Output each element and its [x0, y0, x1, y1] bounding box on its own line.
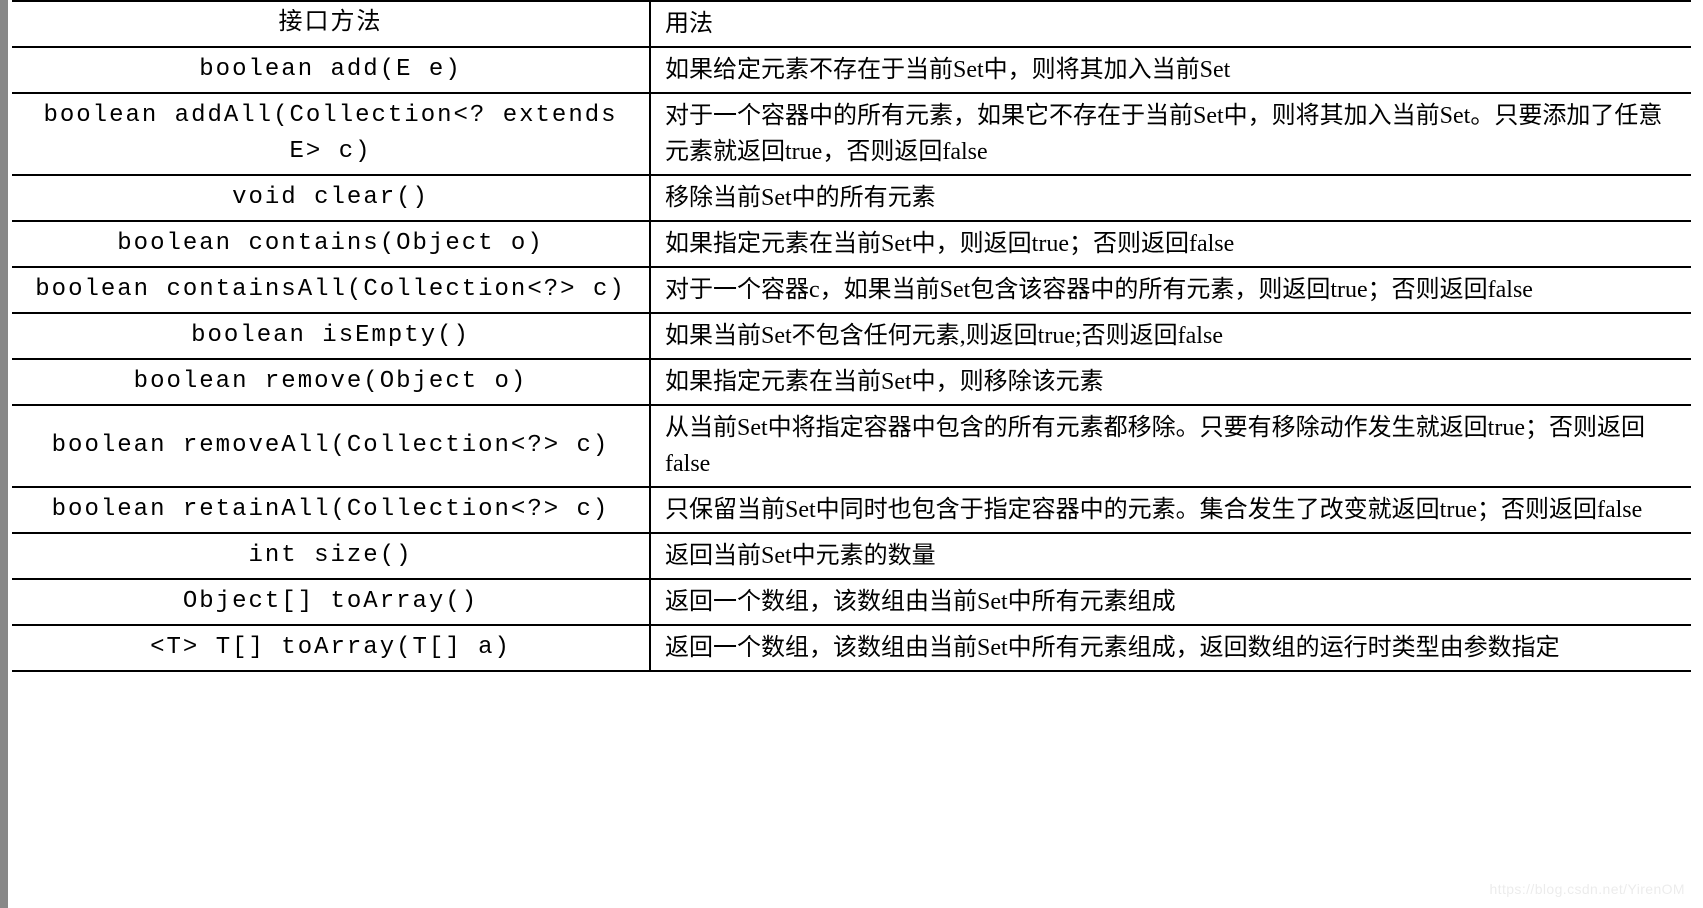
method-cell: int size() [12, 533, 650, 579]
desc-cell: 移除当前Set中的所有元素 [650, 175, 1691, 221]
method-cell: boolean addAll(Collection<? extends E> c… [12, 93, 650, 175]
table-row: boolean addAll(Collection<? extends E> c… [12, 93, 1691, 175]
table-row: Object[] toArray() 返回一个数组，该数组由当前Set中所有元素… [12, 579, 1691, 625]
method-cell: boolean retainAll(Collection<?> c) [12, 487, 650, 533]
method-cell: void clear() [12, 175, 650, 221]
method-cell: boolean contains(Object o) [12, 221, 650, 267]
desc-cell: 如果指定元素在当前Set中，则返回true；否则返回false [650, 221, 1691, 267]
table-row: boolean isEmpty() 如果当前Set不包含任何元素,则返回true… [12, 313, 1691, 359]
table-row: 接口方法 用法 [12, 1, 1691, 47]
table-row: <T> T[] toArray(T[] a) 返回一个数组，该数组由当前Set中… [12, 625, 1691, 671]
document-page: 接口方法 用法 boolean add(E e) 如果给定元素不存在于当前Set… [0, 0, 1703, 672]
desc-cell: 对于一个容器c，如果当前Set包含该容器中的所有元素，则返回true；否则返回f… [650, 267, 1691, 313]
method-cell: boolean add(E e) [12, 47, 650, 93]
method-cell: boolean removeAll(Collection<?> c) [12, 405, 650, 487]
desc-cell: 返回当前Set中元素的数量 [650, 533, 1691, 579]
desc-cell: 如果给定元素不存在于当前Set中，则将其加入当前Set [650, 47, 1691, 93]
api-table-body: 接口方法 用法 boolean add(E e) 如果给定元素不存在于当前Set… [12, 1, 1691, 671]
desc-cell: 如果指定元素在当前Set中，则移除该元素 [650, 359, 1691, 405]
method-cell: boolean remove(Object o) [12, 359, 650, 405]
desc-cell: 如果当前Set不包含任何元素,则返回true;否则返回false [650, 313, 1691, 359]
method-cell: boolean isEmpty() [12, 313, 650, 359]
desc-cell: 返回一个数组，该数组由当前Set中所有元素组成 [650, 579, 1691, 625]
table-row: boolean retainAll(Collection<?> c) 只保留当前… [12, 487, 1691, 533]
watermark-text: https://blog.csdn.net/YirenOM [1489, 879, 1685, 900]
left-scrollbar-shadow [0, 0, 8, 908]
api-table: 接口方法 用法 boolean add(E e) 如果给定元素不存在于当前Set… [12, 0, 1691, 672]
desc-cell: 对于一个容器中的所有元素，如果它不存在于当前Set中，则将其加入当前Set。只要… [650, 93, 1691, 175]
desc-cell: 返回一个数组，该数组由当前Set中所有元素组成，返回数组的运行时类型由参数指定 [650, 625, 1691, 671]
header-method: 接口方法 [12, 1, 650, 47]
method-cell: <T> T[] toArray(T[] a) [12, 625, 650, 671]
header-desc: 用法 [650, 1, 1691, 47]
method-cell: Object[] toArray() [12, 579, 650, 625]
table-row: boolean contains(Object o) 如果指定元素在当前Set中… [12, 221, 1691, 267]
desc-cell: 从当前Set中将指定容器中包含的所有元素都移除。只要有移除动作发生就返回true… [650, 405, 1691, 487]
table-row: int size() 返回当前Set中元素的数量 [12, 533, 1691, 579]
desc-cell: 只保留当前Set中同时也包含于指定容器中的元素。集合发生了改变就返回true；否… [650, 487, 1691, 533]
method-cell: boolean containsAll(Collection<?> c) [12, 267, 650, 313]
table-row: boolean add(E e) 如果给定元素不存在于当前Set中，则将其加入当… [12, 47, 1691, 93]
table-row: void clear() 移除当前Set中的所有元素 [12, 175, 1691, 221]
table-row: boolean containsAll(Collection<?> c) 对于一… [12, 267, 1691, 313]
table-row: boolean removeAll(Collection<?> c) 从当前Se… [12, 405, 1691, 487]
table-row: boolean remove(Object o) 如果指定元素在当前Set中，则… [12, 359, 1691, 405]
